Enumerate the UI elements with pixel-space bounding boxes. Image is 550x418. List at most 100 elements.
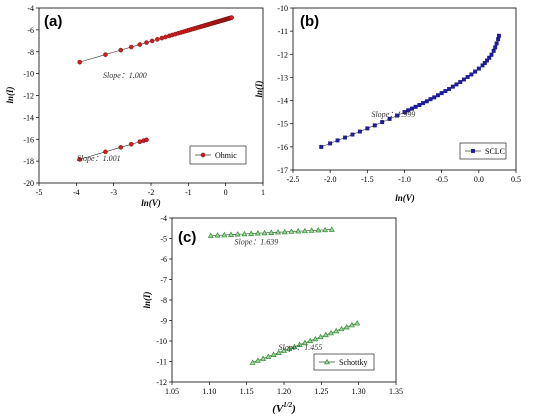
legend-box xyxy=(459,142,507,160)
data-point xyxy=(275,229,282,235)
data-point xyxy=(480,63,485,68)
x-tick-label: -2.0 xyxy=(324,175,337,184)
x-tick-label: -1.5 xyxy=(361,175,374,184)
data-point xyxy=(439,91,444,96)
data-point xyxy=(286,345,293,352)
slope-annotation: Slope：1.000 xyxy=(103,71,147,80)
y-axis-label: ln(I) xyxy=(254,80,264,97)
series-1 xyxy=(207,226,335,238)
x-tick-label: 1.35 xyxy=(389,387,403,396)
series-2 xyxy=(77,137,149,162)
data-point xyxy=(450,84,455,89)
data-point xyxy=(443,89,448,94)
y-tick-label: -5 xyxy=(160,235,167,244)
data-point xyxy=(328,226,335,232)
data-point xyxy=(413,104,418,109)
data-point xyxy=(260,355,267,361)
data-point xyxy=(496,37,501,42)
series-2 xyxy=(249,320,361,365)
data-point xyxy=(493,45,498,50)
data-point xyxy=(301,339,308,346)
x-tick-label: -1.0 xyxy=(398,175,411,184)
y-tick-label: -14 xyxy=(277,97,288,106)
legend-marker xyxy=(324,358,330,365)
data-point xyxy=(428,97,433,102)
y-tick-label: -11 xyxy=(157,358,167,367)
data-point xyxy=(432,95,437,100)
data-point xyxy=(103,52,108,57)
y-tick-label: -16 xyxy=(277,143,288,152)
data-point xyxy=(322,331,329,338)
y-tick-label: -12 xyxy=(277,50,288,59)
data-point xyxy=(465,75,470,79)
data-point xyxy=(77,157,82,162)
data-point xyxy=(454,82,459,87)
data-point xyxy=(241,230,248,237)
slope-annotation: Slope：1.001 xyxy=(77,154,121,163)
y-tick-label: -9 xyxy=(160,317,167,326)
y-tick-label: -7 xyxy=(160,276,167,285)
x-tick-label: 1.25 xyxy=(314,387,328,396)
y-tick-label: -6 xyxy=(27,26,34,35)
x-tick-label: -0.5 xyxy=(435,175,448,184)
data-point xyxy=(469,72,474,77)
y-tick-label: -10 xyxy=(277,4,288,13)
data-point xyxy=(365,126,370,131)
data-point xyxy=(254,357,261,363)
x-axis-label: (V1/2) xyxy=(272,401,296,415)
chart-panel-3: 1.05 1.10 1.15 1.20 1.25 1.30 1.35 -4 -5 -6 -7 -8 -9… xyxy=(142,214,403,415)
y-tick-label: -20 xyxy=(23,179,34,188)
data-point xyxy=(343,135,347,140)
data-point xyxy=(296,341,303,347)
legend-box xyxy=(313,353,375,371)
legend: SCLC xyxy=(459,142,507,160)
data-point xyxy=(458,80,463,85)
data-point xyxy=(317,333,324,340)
chart-panel-2: -2.5 -2.0 -1.5 -1.0 -0.5 0.0 0.5 -10 -11 -12 -13 -1… xyxy=(254,4,521,203)
x-tick-label: -1 xyxy=(185,188,192,197)
data-point xyxy=(319,144,324,149)
x-tick-label: 0.5 xyxy=(511,175,521,184)
data-point xyxy=(322,226,329,233)
data-point xyxy=(77,59,82,65)
y-axis-label: ln(I) xyxy=(5,86,15,103)
x-tick-label: 1.10 xyxy=(202,387,216,396)
y-tick-label: -12 xyxy=(156,378,167,387)
data-point xyxy=(328,141,333,146)
data-point xyxy=(155,37,160,42)
x-tick-label: 1.15 xyxy=(240,387,254,396)
x-tick-label: 1.20 xyxy=(277,387,291,396)
x-axis-label: ln(V) xyxy=(395,193,415,203)
data-point xyxy=(312,335,319,342)
data-point xyxy=(248,230,255,236)
data-point xyxy=(234,231,241,237)
legend-marker xyxy=(200,152,206,158)
data-point xyxy=(476,66,481,71)
legend-label: Ohmic xyxy=(215,151,237,160)
y-tick-label: -14 xyxy=(23,113,34,122)
data-point xyxy=(348,321,355,328)
data-point xyxy=(395,113,400,118)
x-tick-label: 0 xyxy=(224,188,228,197)
data-point xyxy=(424,99,429,104)
data-point xyxy=(265,353,272,359)
data-point xyxy=(328,329,335,336)
data-point xyxy=(338,325,345,332)
data-point xyxy=(496,33,501,38)
data-point xyxy=(128,141,134,147)
y-tick-label: -11 xyxy=(278,27,288,36)
data-point xyxy=(207,232,214,238)
data-point xyxy=(128,44,134,50)
data-point xyxy=(281,228,288,235)
data-point xyxy=(295,227,302,234)
x-tick-label: -2.5 xyxy=(287,175,300,184)
y-tick-label: -18 xyxy=(23,157,34,166)
x-axis-label: ln(V) xyxy=(141,198,161,208)
slope-annotation: Slope：1.639 xyxy=(234,238,278,247)
data-point xyxy=(354,320,361,326)
data-point xyxy=(227,231,234,237)
y-axis-label: ln(I) xyxy=(142,291,152,308)
data-point xyxy=(482,61,487,66)
data-point xyxy=(137,42,143,47)
